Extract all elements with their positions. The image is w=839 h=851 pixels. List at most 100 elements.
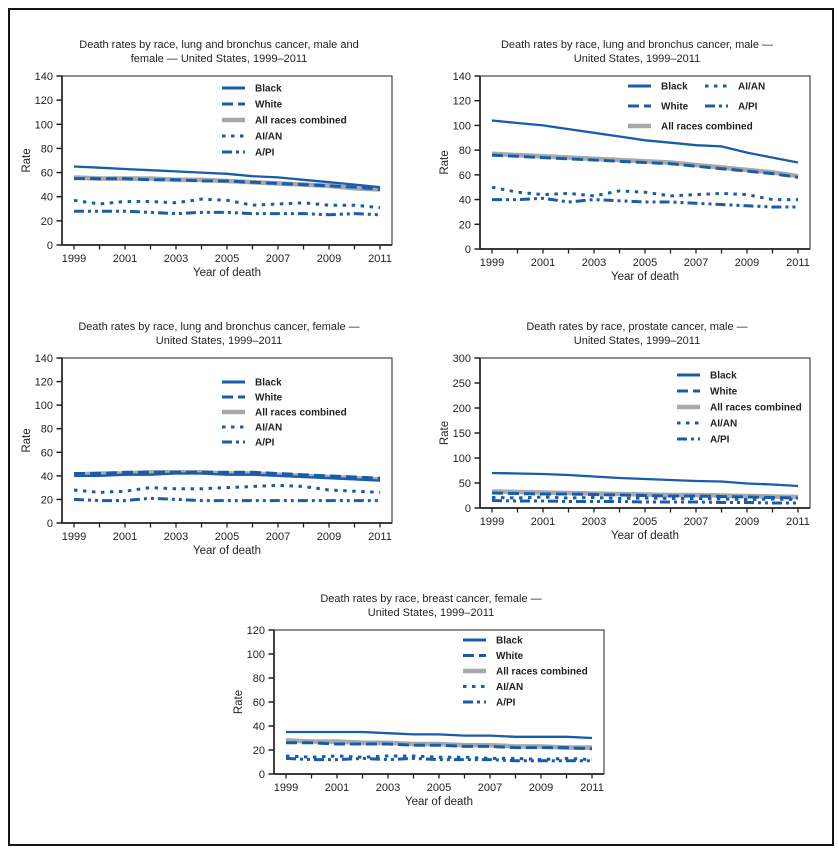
legend-label: A/PI	[255, 148, 275, 159]
y-tick-label: 20	[41, 494, 53, 506]
chart-title-line1: Death rates by race, lung and bronchus c…	[500, 39, 774, 51]
legend-label: AI/AN	[496, 682, 523, 693]
x-tick-label: 2011	[368, 531, 392, 543]
series-line-ai-an	[491, 185, 798, 202]
x-tick-label: 2009	[735, 516, 759, 528]
series-line-a-pi	[74, 209, 381, 217]
x-tick-label: 2007	[266, 531, 290, 543]
x-tick-label: 2001	[531, 257, 555, 269]
y-tick-label: 40	[459, 195, 471, 207]
legend-label: AI/AN	[738, 82, 765, 93]
series-line-white	[74, 470, 381, 480]
legend-label: Black	[710, 371, 737, 382]
chart-title: Death rates by race, lung and bronchus c…	[18, 38, 420, 66]
series-line-white	[491, 491, 799, 500]
chart-title: Death rates by race, lung and bronchus c…	[18, 320, 420, 348]
chart-lung-bronchus-male-female: Death rates by race, lung and bronchus c…	[18, 38, 420, 290]
x-tick-label: 2005	[427, 782, 451, 794]
y-tick-label: 100	[453, 120, 471, 132]
y-tick-label: 100	[35, 119, 53, 131]
x-tick-label: 2005	[633, 516, 657, 528]
x-tick-label: 2001	[113, 253, 137, 265]
chart-title-line1: Death rates by race, prostate cancer, ma…	[526, 321, 748, 333]
chart-title-line2: United States, 1999–2011	[573, 53, 701, 65]
chart-plot-canvas: 0 20 40 60 80 100 120 140 1999 2001 2003 2005 2007 20…	[21, 71, 393, 279]
y-tick-label: 0	[47, 240, 53, 252]
legend-label: White	[255, 393, 283, 404]
y-tick-label: 20	[459, 219, 471, 231]
y-axis-label: Rate	[439, 150, 451, 174]
y-tick-label: 140	[453, 71, 471, 83]
y-axis-label: Rate	[21, 428, 33, 452]
x-axis-label: Year of death	[193, 267, 261, 279]
y-tick-label: 80	[459, 145, 471, 157]
x-tick-label: 2003	[376, 782, 400, 794]
plot-frame	[273, 629, 605, 775]
x-tick-label: 2003	[164, 531, 188, 543]
x-tick-label: 2001	[113, 531, 137, 543]
x-axis-label: Year of death	[193, 545, 261, 557]
legend-label: A/PI	[738, 102, 758, 113]
legend-label: All races combined	[710, 403, 802, 414]
series-line-black	[286, 730, 593, 740]
x-tick-label: 2007	[478, 782, 502, 794]
x-tick-label: 1999	[62, 253, 86, 265]
x-tick-label: 2005	[215, 253, 239, 265]
plot-frame	[61, 75, 393, 246]
figure-border	[8, 8, 834, 846]
chart-breast-female: Death rates by race, breast cancer, fema…	[230, 592, 632, 844]
y-tick-label: 150	[453, 428, 471, 440]
x-tick-label: 2007	[684, 257, 708, 269]
x-tick-label: 2005	[215, 531, 239, 543]
y-tick-label: 120	[35, 95, 53, 107]
series-line-black	[491, 471, 799, 488]
y-tick-label: 200	[453, 403, 471, 415]
y-tick-label: 0	[465, 244, 471, 256]
y-tick-label: 50	[459, 478, 471, 490]
chart-plot-canvas: 0 20 40 60 80 100 120 140 1999 2001 2003 2005 2007 20…	[439, 71, 811, 283]
chart-plot-canvas: 0 20 40 60 80 100 120 1999 2001 2003 2005 2007 2009 2…	[233, 625, 605, 808]
x-tick-label: 2003	[582, 257, 606, 269]
series-line-a-pi	[73, 496, 380, 503]
y-tick-label: 40	[41, 192, 53, 204]
y-tick-label: 20	[41, 216, 53, 228]
y-tick-label: 120	[247, 625, 265, 637]
x-tick-label: 1999	[62, 531, 86, 543]
legend-label: A/PI	[496, 698, 516, 709]
x-axis-label: Year of death	[611, 530, 679, 542]
chart-lung-bronchus-female: Death rates by race, lung and bronchus c…	[18, 320, 420, 572]
chart-prostate-male: Death rates by race, prostate cancer, ma…	[436, 320, 838, 572]
legend-label: A/PI	[710, 435, 730, 446]
chart-title-line2: female — United States, 1999–2011	[130, 53, 308, 65]
series-line-ai-an	[491, 495, 799, 502]
series-line-white	[286, 741, 593, 751]
series-line-black	[491, 119, 799, 164]
chart-plot-canvas: 0 20 40 60 80 100 120 140 1999 2001 2003 2005 2007 20…	[21, 353, 393, 557]
legend-label: White	[710, 387, 738, 398]
y-tick-label: 100	[453, 453, 471, 465]
legend-label: White	[496, 651, 524, 662]
chart-title-line2: United States, 1999–2011	[155, 335, 283, 347]
x-tick-label: 2003	[582, 516, 606, 528]
y-tick-label: 80	[41, 143, 53, 155]
series-line-black	[74, 472, 381, 482]
x-tick-label: 1999	[480, 257, 504, 269]
chart-title: Death rates by race, breast cancer, fema…	[230, 592, 632, 620]
chart-title-line2: United States, 1999–2011	[367, 607, 495, 619]
legend-label: All races combined	[496, 667, 588, 678]
x-tick-label: 2009	[317, 253, 341, 265]
x-axis-label: Year of death	[405, 796, 473, 808]
series-line-ai-an	[285, 754, 593, 762]
x-tick-label: 2011	[368, 253, 392, 265]
y-tick-label: 60	[41, 447, 53, 459]
y-tick-label: 100	[247, 649, 265, 661]
x-tick-label: 2007	[266, 253, 290, 265]
series-line-black	[73, 165, 381, 189]
y-tick-label: 60	[253, 697, 265, 709]
y-tick-label: 60	[459, 170, 471, 182]
y-tick-label: 250	[453, 378, 471, 390]
chart-lung-bronchus-male: Death rates by race, lung and bronchus c…	[436, 38, 838, 290]
x-tick-label: 2009	[735, 257, 759, 269]
y-tick-label: 140	[35, 71, 53, 83]
